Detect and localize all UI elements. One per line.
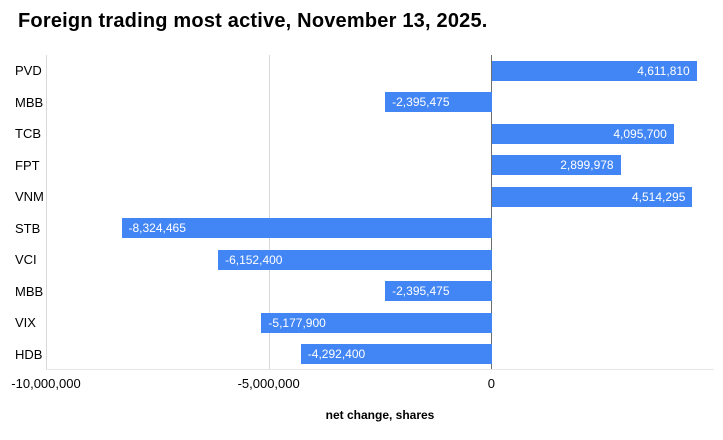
chart-row: VCI -6,152,400 xyxy=(14,244,714,276)
chart-row: MBB -2,395,475 xyxy=(14,87,714,119)
row-plot: 4,095,700 xyxy=(47,118,714,150)
category-label: TCB xyxy=(15,126,41,142)
gridline xyxy=(268,55,270,369)
category-label: HDB xyxy=(15,346,43,362)
category-label: FPT xyxy=(15,157,40,173)
bar-value-label: 4,095,700 xyxy=(613,126,667,141)
bar[interactable]: 4,514,295 xyxy=(491,186,693,207)
category-label: PVD xyxy=(15,63,42,79)
row-plot: -2,395,475 xyxy=(47,87,714,119)
x-tick-label: -5,000,000 xyxy=(237,376,300,391)
bar[interactable]: -4,292,400 xyxy=(300,344,492,365)
bar[interactable]: -2,395,475 xyxy=(385,281,492,302)
bar[interactable]: -8,324,465 xyxy=(121,218,492,239)
chart-row: STB -8,324,465 xyxy=(14,213,714,245)
row-plot: 2,899,978 xyxy=(47,150,714,182)
row-plot: 4,514,295 xyxy=(47,181,714,213)
bar-value-label: 4,611,810 xyxy=(637,63,690,78)
row-plot: 4,611,810 xyxy=(47,55,714,87)
bar-value-label: -5,177,900 xyxy=(268,315,326,330)
bar[interactable]: 2,899,978 xyxy=(491,155,621,176)
x-tick-label: 0 xyxy=(487,376,495,391)
x-axis-title: net change, shares xyxy=(325,408,435,422)
bar-chart: PVD 4,611,810 MBB -2,395,475 TCB 4,095,700 FPT… xyxy=(11,55,714,422)
chart-row: TCB 4,095,700 xyxy=(14,118,714,150)
category-label: STB xyxy=(15,220,41,236)
category-label: VCI xyxy=(15,252,37,268)
bar-value-label: -6,152,400 xyxy=(225,252,283,267)
bar[interactable]: 4,095,700 xyxy=(491,123,674,144)
plot-area xyxy=(46,55,714,370)
bar[interactable]: 4,611,810 xyxy=(491,60,697,81)
row-plot: -4,292,400 xyxy=(47,339,714,371)
category-label: VIX xyxy=(15,315,36,331)
row-plot: -6,152,400 xyxy=(47,244,714,276)
bar-value-label: -8,324,465 xyxy=(128,221,186,236)
category-label: MBB xyxy=(15,94,44,110)
bar[interactable]: -6,152,400 xyxy=(218,249,492,270)
bar-value-label: -2,395,475 xyxy=(392,284,450,299)
chart-title: Foreign trading most active, November 13… xyxy=(18,10,488,32)
chart-row: VIX -5,177,900 xyxy=(14,307,714,339)
bar[interactable]: -2,395,475 xyxy=(385,92,492,113)
x-tick-label: -10,000,000 xyxy=(11,376,81,391)
bar[interactable]: -5,177,900 xyxy=(261,312,492,333)
row-plot: -8,324,465 xyxy=(47,213,714,245)
category-label: MBB xyxy=(15,283,44,299)
category-label: VNM xyxy=(15,189,44,205)
bar-rows: PVD 4,611,810 MBB -2,395,475 TCB 4,095,700 FPT… xyxy=(14,55,714,370)
bar-value-label: 2,899,978 xyxy=(560,158,614,173)
zero-baseline xyxy=(491,55,493,369)
chart-row: PVD 4,611,810 xyxy=(14,55,714,87)
chart-row: VNM 4,514,295 xyxy=(14,181,714,213)
x-axis: -10,000,000 -5,000,000 0 xyxy=(11,376,714,392)
bar-value-label: -4,292,400 xyxy=(307,347,366,362)
chart-row: FPT 2,899,978 xyxy=(14,150,714,182)
row-plot: -2,395,475 xyxy=(47,276,714,308)
row-plot: -5,177,900 xyxy=(47,307,714,339)
bar-value-label: -2,395,475 xyxy=(392,95,450,110)
bar-value-label: 4,514,295 xyxy=(632,189,686,204)
plot-region: PVD 4,611,810 MBB -2,395,475 TCB 4,095,700 FPT… xyxy=(14,55,714,370)
chart-row: HDB -4,292,400 xyxy=(14,339,714,371)
chart-row: MBB -2,395,475 xyxy=(14,276,714,308)
gridline xyxy=(46,55,47,369)
